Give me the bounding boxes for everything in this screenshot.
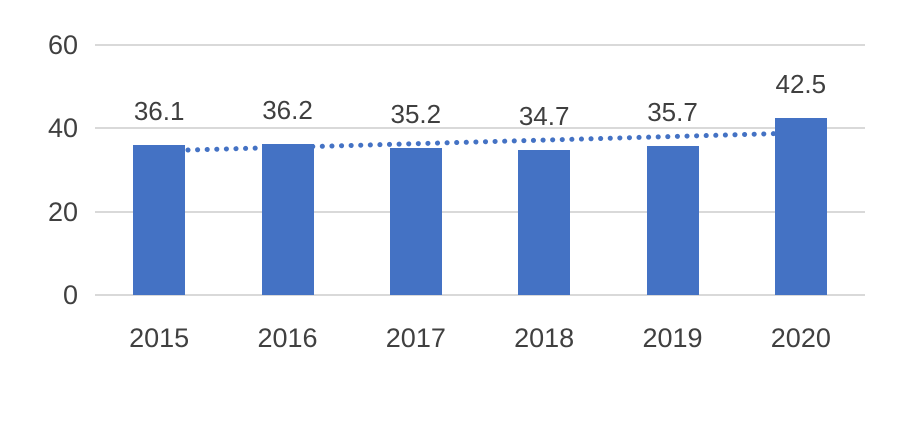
data-label: 35.2 bbox=[390, 99, 442, 130]
bar-2016 bbox=[261, 144, 314, 295]
data-label: 36.1 bbox=[133, 95, 185, 126]
x-axis-label: 2017 bbox=[385, 323, 446, 353]
x-axis-label: 2019 bbox=[642, 323, 703, 353]
trendline bbox=[156, 130, 804, 154]
gridline bbox=[95, 127, 865, 130]
y-axis-tick-label: 40 bbox=[47, 113, 78, 144]
bar-2019 bbox=[646, 146, 699, 295]
data-label: 35.7 bbox=[647, 97, 698, 128]
x-axis-label: 2016 bbox=[257, 323, 318, 353]
gridline bbox=[95, 210, 865, 213]
x-axis-label: 2018 bbox=[514, 323, 575, 353]
data-label: 36.2 bbox=[262, 95, 313, 126]
y-axis-tick-label: 0 bbox=[62, 280, 78, 310]
y-axis-tick-label: 60 bbox=[47, 30, 78, 60]
x-axis-label: 2020 bbox=[770, 323, 831, 353]
bar-2020 bbox=[774, 117, 827, 295]
x-axis-label: 2015 bbox=[129, 323, 190, 353]
bar-2015 bbox=[133, 144, 186, 295]
bar-2017 bbox=[389, 148, 442, 295]
data-label: 34.7 bbox=[518, 101, 570, 132]
bar-2018 bbox=[518, 150, 571, 295]
data-label: 42.5 bbox=[775, 68, 827, 99]
gridline bbox=[95, 44, 865, 46]
gridline bbox=[95, 294, 865, 296]
y-axis-tick-label: 20 bbox=[47, 196, 78, 227]
